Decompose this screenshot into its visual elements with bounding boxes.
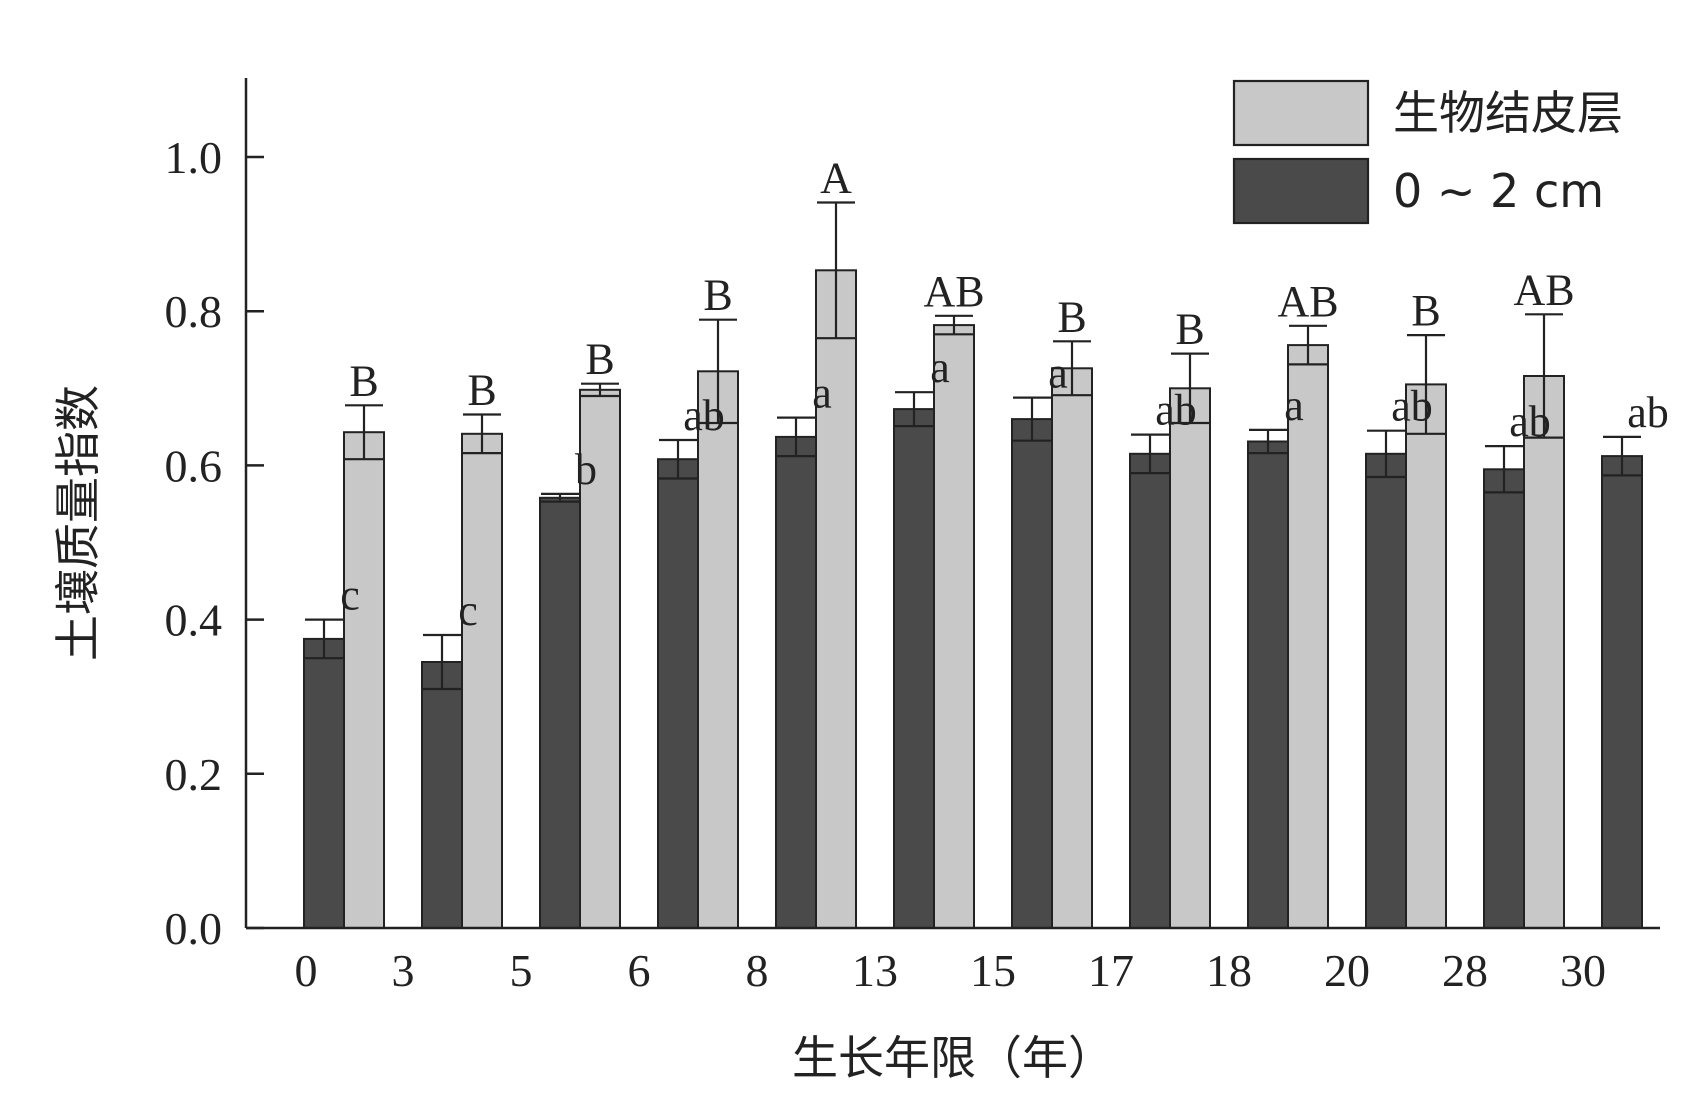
- bars-layer: [303, 269, 1643, 930]
- significance-label-crust-15: AB: [923, 267, 984, 316]
- significance-label-crust-17: B: [1057, 292, 1086, 341]
- bar-soil-17: [1129, 452, 1171, 929]
- bar-crust-6: [579, 388, 621, 929]
- significance-label-soil-6: ab: [683, 391, 725, 440]
- significance-label-crust-5: B: [467, 366, 496, 415]
- x-tick-label-0: 0: [295, 945, 318, 996]
- bar-soil-15: [1011, 418, 1053, 929]
- x-tick-label-18: 18: [1206, 945, 1252, 996]
- bar-soil-3: [421, 661, 463, 929]
- x-tick-label-17: 17: [1088, 945, 1134, 996]
- y-tick-label-0.4: 0.4: [165, 595, 223, 646]
- significance-label-soil-20: ab: [1391, 382, 1433, 431]
- bar-soil-8: [775, 435, 817, 929]
- bar-soil-5: [539, 496, 581, 929]
- x-axis-title: 生长年限（年）: [792, 1031, 1114, 1085]
- bar-crust-20: [1287, 344, 1329, 930]
- legend-swatch-soil: [1232, 157, 1370, 225]
- x-tick-label-3: 3: [392, 945, 415, 996]
- x-tick-label-6: 6: [628, 945, 651, 996]
- x-tick-label-28: 28: [1442, 945, 1488, 996]
- legend-swatch-crust: [1232, 79, 1370, 147]
- bar-crust-28: [1405, 383, 1447, 929]
- bar-crust-3: [343, 431, 385, 929]
- significance-label-crust-18: B: [1175, 305, 1204, 354]
- legend: 生物结皮层 0 ~ 2 cm: [1232, 79, 1623, 225]
- legend-label-crust: 生物结皮层: [1393, 86, 1623, 140]
- bar-soil-13: [893, 408, 935, 930]
- significance-label-soil-17: ab: [1155, 386, 1197, 435]
- bar-soil-6: [657, 458, 699, 929]
- bar-soil-30: [1601, 455, 1643, 929]
- bar-crust-5: [461, 432, 503, 929]
- significance-label-soil-30: ab: [1627, 388, 1669, 437]
- bar-soil-20: [1365, 452, 1407, 929]
- significance-label-soil-8: a: [812, 369, 832, 418]
- significance-label-soil-0: c: [340, 571, 360, 620]
- y-tick-label-0.0: 0.0: [165, 903, 223, 954]
- significance-label-soil-15: a: [1048, 349, 1068, 398]
- significance-label-soil-18: a: [1284, 381, 1304, 430]
- significance-label-soil-28: ab: [1509, 397, 1551, 446]
- bar-crust-30: [1523, 375, 1565, 929]
- bar-soil-28: [1483, 468, 1525, 929]
- significance-label-crust-8: B: [703, 271, 732, 320]
- axes-layer: 0 3 5 6 8 13 15 17 18 20 28 30 0.0 0.2 0.4 0.6 0.8 1.0 生长年…: [51, 78, 1660, 1085]
- significance-label-soil-5: b: [575, 445, 597, 494]
- significance-label-crust-6: B: [585, 335, 614, 384]
- significance-label-crust-28: B: [1411, 286, 1440, 335]
- bar-soil-0: [303, 637, 345, 930]
- bar-crust-13: [815, 269, 857, 929]
- y-axis-title: 土壤质量指数: [51, 385, 105, 661]
- bar-crust-18: [1169, 387, 1211, 929]
- x-tick-label-15: 15: [970, 945, 1016, 996]
- significance-label-crust-3: B: [349, 356, 378, 405]
- x-tick-label-30: 30: [1560, 945, 1606, 996]
- y-tick-label-0.6: 0.6: [165, 440, 223, 491]
- y-tick-label-0.2: 0.2: [165, 749, 223, 800]
- bar-soil-18: [1247, 440, 1289, 929]
- significance-label-crust-20: AB: [1277, 277, 1338, 326]
- x-tick-label-20: 20: [1324, 945, 1370, 996]
- significance-label-soil-13: a: [930, 343, 950, 392]
- x-tick-label-5: 5: [510, 945, 533, 996]
- significance-label-crust-30: AB: [1513, 265, 1574, 314]
- y-tick-label-0.8: 0.8: [165, 286, 223, 337]
- x-tick-label-13: 13: [852, 945, 898, 996]
- bar-crust-15: [933, 324, 975, 930]
- error-bars-layer: [305, 201, 1641, 691]
- significance-label-soil-3: c: [458, 586, 478, 635]
- y-tick-label-1.0: 1.0: [165, 132, 223, 183]
- x-tick-label-8: 8: [746, 945, 769, 996]
- bar-crust-8: [697, 370, 739, 929]
- legend-label-soil: 0 ~ 2 cm: [1393, 164, 1604, 218]
- significance-label-crust-13: A: [820, 154, 852, 203]
- bar-crust-17: [1051, 367, 1093, 929]
